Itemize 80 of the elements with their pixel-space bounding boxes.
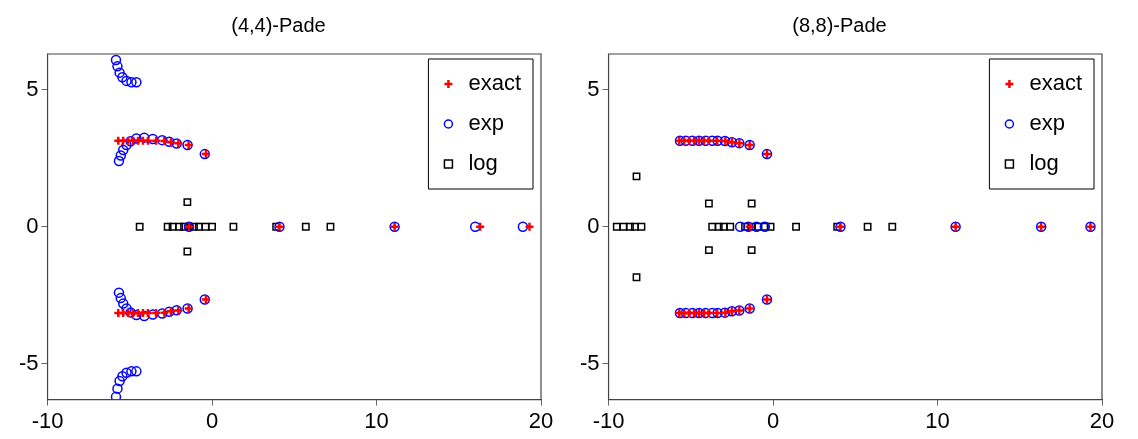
point bbox=[113, 287, 125, 298]
point bbox=[704, 246, 713, 255]
legend-label: log bbox=[468, 150, 498, 176]
point bbox=[619, 222, 628, 231]
point bbox=[175, 222, 184, 231]
point bbox=[194, 222, 203, 231]
point bbox=[632, 273, 641, 282]
point bbox=[708, 222, 717, 231]
y-tick-label: -5 bbox=[580, 350, 600, 376]
point bbox=[190, 222, 198, 231]
y-tick-label: 5 bbox=[26, 75, 39, 101]
point bbox=[114, 67, 125, 78]
point bbox=[741, 222, 750, 231]
point bbox=[272, 222, 281, 231]
point bbox=[117, 371, 128, 382]
legend-label: log bbox=[1029, 150, 1059, 176]
legend-label: exp bbox=[1029, 110, 1065, 136]
point bbox=[301, 222, 310, 231]
point bbox=[747, 199, 756, 208]
point bbox=[168, 222, 177, 231]
x-tick-label: -10 bbox=[592, 407, 625, 433]
point bbox=[115, 292, 127, 304]
point bbox=[747, 246, 756, 255]
point bbox=[792, 222, 800, 231]
point bbox=[113, 155, 125, 167]
point bbox=[630, 222, 639, 231]
point bbox=[112, 383, 123, 394]
point bbox=[110, 54, 122, 66]
point bbox=[612, 222, 621, 231]
point bbox=[719, 222, 728, 231]
point bbox=[766, 222, 775, 231]
point bbox=[863, 222, 872, 231]
point bbox=[112, 61, 123, 72]
point bbox=[131, 77, 142, 88]
point bbox=[121, 75, 132, 87]
x-tick-label: 10 bbox=[364, 407, 389, 433]
point bbox=[114, 375, 125, 387]
y-tick-label: 5 bbox=[587, 75, 600, 101]
x-tick-label: 0 bbox=[205, 407, 219, 433]
point bbox=[115, 150, 127, 161]
point bbox=[326, 222, 335, 231]
point bbox=[833, 222, 842, 231]
x-tick-label: 20 bbox=[1089, 407, 1115, 433]
point bbox=[229, 222, 238, 231]
point bbox=[126, 366, 137, 377]
y-tick-label: 0 bbox=[587, 212, 600, 238]
point bbox=[208, 222, 216, 231]
x-tick-label: -10 bbox=[31, 407, 64, 433]
point bbox=[117, 298, 129, 309]
y-tick-label: -5 bbox=[19, 350, 39, 376]
legend-label: exact bbox=[1029, 70, 1083, 96]
point bbox=[632, 172, 641, 181]
chart-title: (8,8)-Pade bbox=[792, 13, 887, 36]
x-tick-label: 0 bbox=[766, 407, 780, 433]
point bbox=[517, 221, 529, 233]
point bbox=[626, 222, 634, 231]
point bbox=[163, 222, 172, 231]
point bbox=[183, 198, 192, 207]
point bbox=[131, 366, 142, 377]
point bbox=[180, 222, 189, 231]
point bbox=[888, 222, 897, 231]
y-tick-label: 0 bbox=[26, 212, 39, 238]
point bbox=[183, 247, 192, 256]
x-tick-label: 20 bbox=[528, 407, 554, 433]
chart-title: (4,4)-Pade bbox=[231, 13, 326, 36]
point bbox=[704, 199, 713, 208]
point bbox=[117, 72, 128, 83]
point bbox=[117, 144, 129, 156]
point bbox=[110, 391, 122, 400]
legend-label: exact bbox=[468, 70, 522, 96]
point bbox=[726, 222, 735, 231]
point bbox=[637, 222, 646, 231]
x-tick-label: 10 bbox=[925, 407, 950, 433]
point bbox=[126, 77, 137, 88]
legend-label: exp bbox=[468, 110, 504, 136]
point bbox=[121, 367, 132, 378]
point bbox=[714, 222, 723, 231]
point bbox=[201, 222, 210, 231]
point bbox=[135, 222, 144, 231]
point bbox=[734, 221, 746, 233]
